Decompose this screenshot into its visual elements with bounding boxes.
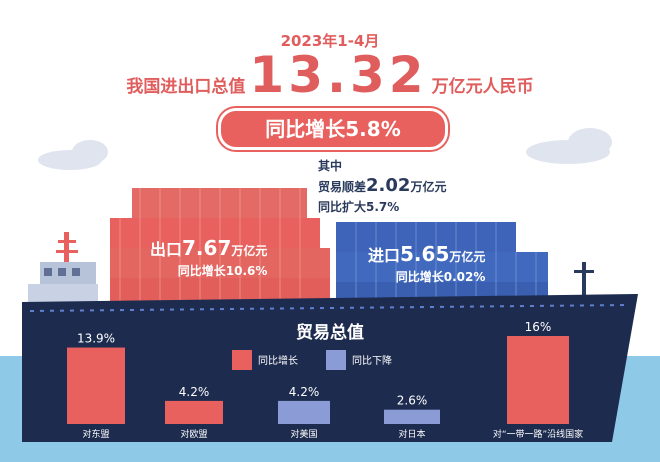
export-value: 7.67 <box>182 236 232 260</box>
import-unit: 万亿元 <box>449 250 486 264</box>
period-label: 2023年1-4月 <box>280 32 380 50</box>
total-value: 13.32 <box>249 46 428 104</box>
hull-stripe <box>29 304 631 312</box>
surplus-growth: 同比扩大5.7% <box>318 200 400 214</box>
cloud-icon-left <box>38 140 108 170</box>
legend-label-1: 同比增长 <box>258 354 298 367</box>
cloud-icon-right <box>526 128 612 164</box>
import-growth: 同比增长0.02% <box>395 270 486 284</box>
export-label: 出口7.67万亿元 同比增长10.6% <box>150 236 267 279</box>
export-growth: 同比增长10.6% <box>177 264 268 278</box>
category-label-5: 对“一带一路”沿线国家 <box>493 428 583 440</box>
bar-value-label-3: 4.2% <box>289 385 320 399</box>
category-label-4: 对日本 <box>398 428 425 440</box>
bar-value-label-4: 2.6% <box>397 394 428 408</box>
category-label-3: 对美国 <box>290 428 317 440</box>
surplus-prefix: 贸易顺差 <box>318 180 367 194</box>
bar-2 <box>165 400 223 424</box>
category-label-1: 对东盟 <box>82 428 109 440</box>
bar-4 <box>384 409 440 424</box>
growth-badge: 同比增长5.8% <box>218 108 448 150</box>
total-prefix: 我国进出口总值 <box>126 77 246 97</box>
chart-title: 贸易总值 <box>296 322 364 343</box>
bar-1 <box>67 347 125 424</box>
total-unit: 万亿元人民币 <box>431 77 534 97</box>
export-prefix: 出口 <box>150 240 183 259</box>
surplus-value: 2.02 <box>366 175 411 196</box>
mast-icon <box>56 232 78 290</box>
legend-swatch-2 <box>326 350 346 370</box>
import-value: 5.65 <box>400 242 450 266</box>
legend-label-2: 同比下降 <box>352 354 392 367</box>
total-value-line: 我国进出口总值13.32 万亿元人民币 <box>0 46 660 104</box>
bar-value-label-5: 16% <box>525 320 552 334</box>
import-prefix: 进口 <box>368 246 401 265</box>
surplus-line: 贸易顺差2.02万亿元 <box>318 175 446 196</box>
import-label: 进口5.65万亿元 同比增长0.02% <box>368 242 485 285</box>
bar-5 <box>507 336 569 424</box>
of-which-label: 其中 <box>318 159 343 173</box>
bow-mast-icon <box>574 262 594 302</box>
bar-3 <box>278 400 330 424</box>
legend-swatch-1 <box>232 350 252 370</box>
export-unit: 万亿元 <box>231 244 268 258</box>
surplus-unit: 万亿元 <box>410 180 447 194</box>
bar-value-label-1: 13.9% <box>77 332 115 346</box>
bar-value-label-2: 4.2% <box>179 385 210 399</box>
category-label-2: 对欧盟 <box>180 428 207 440</box>
bridge-superstructure <box>28 262 98 306</box>
